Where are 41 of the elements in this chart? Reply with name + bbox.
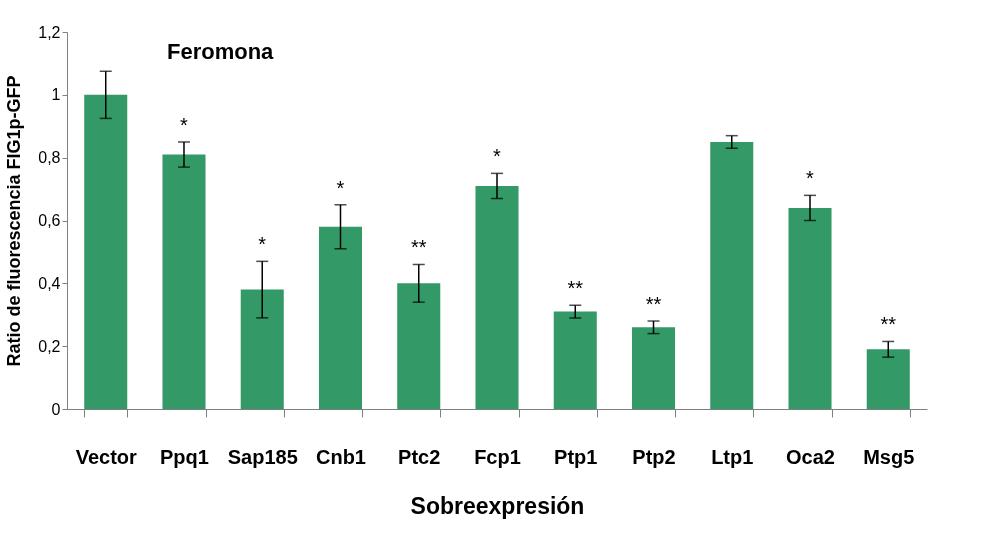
bar bbox=[866, 349, 910, 409]
y-axis-title: Ratio de fluorescencia FIG1p-GFP bbox=[4, 75, 25, 367]
bar bbox=[240, 289, 284, 409]
bar bbox=[397, 283, 441, 409]
x-axis-title: Sobreexpresión bbox=[410, 492, 585, 519]
bar bbox=[788, 207, 832, 409]
x-tick-label: Vector bbox=[75, 445, 138, 468]
x-tick-label: Sap185 bbox=[227, 445, 298, 468]
y-tick-label: 0 bbox=[51, 400, 61, 418]
y-tick-label: 0,6 bbox=[38, 212, 61, 229]
y-tick-label: 1 bbox=[51, 86, 61, 104]
x-tick-label: Ltp1 bbox=[711, 445, 754, 468]
annotation: ** bbox=[645, 293, 662, 316]
bar bbox=[318, 226, 363, 409]
annotation: * bbox=[336, 176, 345, 199]
y-tick-label: 1,2 bbox=[38, 23, 61, 41]
bar bbox=[162, 154, 206, 409]
x-tick-label: Ptp2 bbox=[632, 445, 676, 468]
annotation: ** bbox=[880, 313, 897, 336]
bar bbox=[475, 185, 519, 409]
x-tick-label: Ptp1 bbox=[554, 445, 598, 468]
x-tick-label: Msg5 bbox=[863, 445, 915, 468]
bar bbox=[553, 311, 597, 409]
y-tick-label: 0,4 bbox=[38, 274, 61, 292]
bar bbox=[710, 141, 754, 409]
annotation: Feromona bbox=[167, 39, 275, 64]
y-tick-label: 0,2 bbox=[38, 337, 61, 355]
annotation: * bbox=[180, 113, 189, 136]
x-tick-label: Fcp1 bbox=[474, 445, 521, 468]
bar bbox=[84, 94, 128, 409]
x-tick-label: Oca2 bbox=[786, 445, 835, 468]
annotation: * bbox=[493, 145, 502, 168]
annotation: ** bbox=[410, 236, 427, 259]
annotation: ** bbox=[567, 277, 584, 300]
x-tick-label: Ppq1 bbox=[160, 445, 209, 468]
y-tick-label: 0,8 bbox=[38, 149, 61, 167]
x-tick-label: Cnb1 bbox=[315, 445, 366, 468]
annotation: * bbox=[258, 233, 267, 256]
bar bbox=[631, 327, 676, 409]
x-tick-label: Ptc2 bbox=[398, 445, 441, 468]
annotation: * bbox=[806, 167, 815, 190]
